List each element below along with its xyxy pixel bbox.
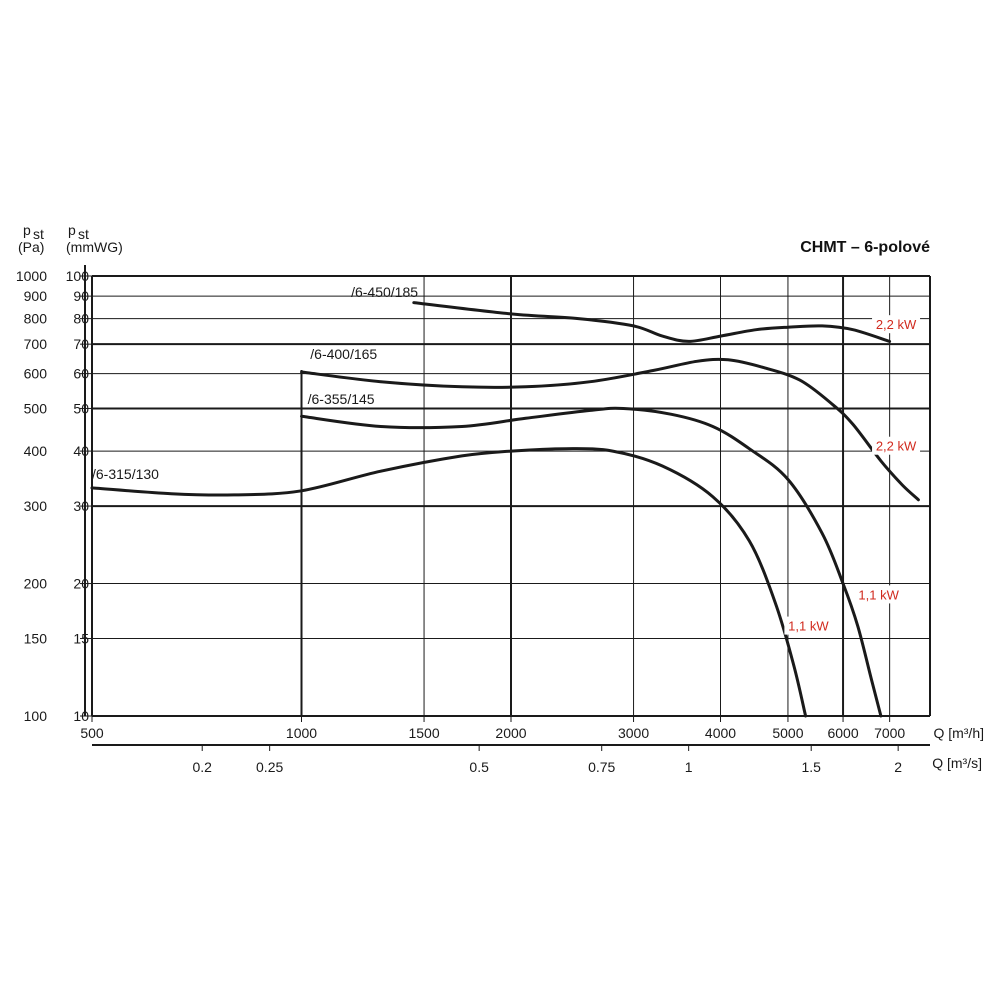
power-label-0: 2,2 kW (876, 317, 917, 332)
curve-6-315130 (90, 447, 808, 718)
y-tick-label-pa-500: 500 (24, 400, 48, 416)
fan-curves (90, 301, 920, 718)
y-tick-label-mmwg-15: 15 (73, 631, 89, 647)
curve-labels: /6-450/185 2,2 kW/6-400/165 2,2 kW/6-355/1… (92, 284, 921, 635)
y-tick-label-mmwg-90: 90 (73, 288, 89, 304)
x-tick-label-4000: 4000 (705, 725, 736, 741)
x-tick-label-5000: 5000 (772, 725, 803, 741)
x2-tick-label-0.75: 0.75 (588, 759, 615, 775)
y-tick-label-pa-800: 800 (24, 311, 48, 327)
y-tick-label-mmwg-30: 30 (73, 498, 89, 514)
series-label-1: /6-400/165 (310, 346, 377, 362)
y-tick-label-pa-900: 900 (24, 288, 48, 304)
series-label-3: /6-315/130 (92, 466, 159, 482)
curve-6-450185 (412, 301, 892, 343)
y-axis-right-title: p st (mmWG) (66, 222, 123, 255)
x2-tick-label-0.2: 0.2 (192, 759, 212, 775)
power-label-bg-1 (872, 436, 921, 455)
x-tick-label-3000: 3000 (618, 725, 649, 741)
y-right-unit: (mmWG) (66, 239, 123, 255)
y-tick-label-mmwg-100: 100 (66, 268, 90, 284)
y-tick-label-mmwg-60: 60 (73, 366, 89, 382)
axes: 500 1000 1500 2000 3000 4000 5000 6000 700010090… (16, 265, 931, 775)
y-tick-label-mmwg-80: 80 (73, 311, 89, 327)
y-tick-label-pa-100: 100 (24, 708, 48, 724)
x-tick-label-6000: 6000 (827, 725, 858, 741)
power-label-bg-0 (872, 315, 921, 334)
y-tick-label-pa-200: 200 (24, 576, 48, 592)
y-tick-label-mmwg-10: 10 (73, 708, 89, 724)
power-label-bg-3 (784, 616, 833, 635)
x-tick-label-2000: 2000 (495, 725, 526, 741)
curve-6-355145 (300, 406, 883, 718)
y-tick-label-pa-600: 600 (24, 366, 48, 382)
series-label-0: /6-450/185 (351, 284, 418, 300)
x-tick-label-500: 500 (80, 725, 104, 741)
x2-tick-label-1: 1 (685, 759, 693, 775)
power-label-1: 2,2 kW (876, 439, 917, 454)
x-axis-bottom-title: Q [m³/s] (932, 755, 982, 771)
chart-title: CHMT – 6-polové (800, 239, 930, 256)
y-left-subscript: st (33, 226, 44, 242)
x-tick-label-7000: 7000 (874, 725, 905, 741)
power-label-3: 1,1 kW (788, 619, 829, 634)
y-tick-label-pa-700: 700 (24, 336, 48, 352)
y-axis-left-title: p st (Pa) (18, 222, 44, 255)
y-tick-label-mmwg-20: 20 (73, 576, 89, 592)
y-tick-label-mmwg-40: 40 (73, 443, 89, 459)
y-tick-label-pa-1000: 1000 (16, 268, 47, 284)
x-tick-label-1000: 1000 (286, 725, 317, 741)
x2-tick-label-1.5: 1.5 (801, 759, 821, 775)
y-tick-label-mmwg-50: 50 (73, 400, 89, 416)
x2-tick-label-0.25: 0.25 (256, 759, 283, 775)
y-right-symbol: p (68, 222, 76, 238)
series-label-2: /6-355/145 (308, 391, 375, 407)
y-tick-label-pa-400: 400 (24, 443, 48, 459)
y-tick-label-pa-300: 300 (24, 498, 48, 514)
x2-tick-label-0.5: 0.5 (469, 759, 489, 775)
y-tick-label-mmwg-70: 70 (73, 336, 89, 352)
y-left-symbol: p (23, 222, 31, 238)
power-label-2: 1,1 kW (858, 587, 899, 602)
curve-6-400165 (300, 357, 920, 502)
y-right-subscript: st (78, 226, 89, 242)
x2-tick-label-2: 2 (894, 759, 902, 775)
power-label-bg-2 (854, 585, 903, 604)
y-left-unit: (Pa) (18, 239, 44, 255)
x-tick-label-1500: 1500 (408, 725, 439, 741)
y-tick-label-pa-150: 150 (24, 631, 48, 647)
x-axis-top-title: Q [m³/h] (933, 725, 984, 741)
